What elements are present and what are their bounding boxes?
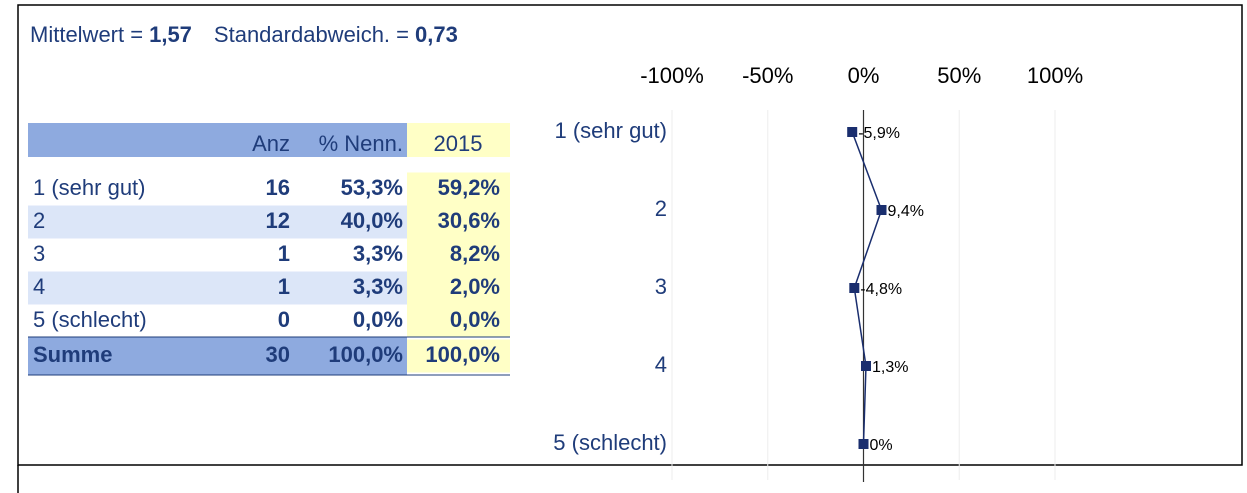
x-tick-label: 0% xyxy=(848,63,880,88)
table-cell: Summe xyxy=(33,342,112,367)
x-tick-label: -50% xyxy=(742,63,793,88)
total-bg xyxy=(28,337,407,375)
cell-2015-bg xyxy=(407,304,510,338)
row-bg xyxy=(28,271,407,305)
table-cell: 1 xyxy=(278,241,290,266)
point xyxy=(860,361,871,371)
point xyxy=(876,205,887,215)
x-tick-label: 100% xyxy=(1027,63,1083,88)
y-tick-label: 2 xyxy=(655,196,667,221)
row-bg xyxy=(28,205,407,239)
sd-value: 0,73 xyxy=(415,22,458,47)
table-cell: 1 (sehr gut) xyxy=(33,175,146,200)
table-cell: 30 xyxy=(266,342,290,367)
table-cell: 40,0% xyxy=(341,208,403,233)
value-label: -4,8% xyxy=(860,281,902,298)
table-cell: 100,0% xyxy=(328,342,403,367)
table-cell: 8,2% xyxy=(450,241,500,266)
column-header: % Nenn. xyxy=(319,131,403,156)
table-cell: 4 xyxy=(33,274,45,299)
table-cell: 3 xyxy=(33,241,45,266)
table-cell: 53,3% xyxy=(341,175,403,200)
table-cell: 59,2% xyxy=(438,175,500,200)
value-label: 9,4% xyxy=(888,203,924,220)
table-cell: 3,3% xyxy=(353,241,403,266)
y-tick-label: 3 xyxy=(655,274,667,299)
x-tick-label: 50% xyxy=(937,63,981,88)
point xyxy=(858,439,869,449)
value-label: 0% xyxy=(870,437,893,454)
y-tick-label: 4 xyxy=(655,352,667,377)
stats-line: Mittelwert = 1,57 Standardabweich. = 0,73 xyxy=(30,22,458,47)
column-header: Anz xyxy=(252,131,290,156)
point xyxy=(849,283,860,293)
cell-2015-bg xyxy=(407,271,510,305)
cell-2015-bg xyxy=(407,238,510,272)
cell-2015-bg xyxy=(407,339,510,373)
mean-value: 1,57 xyxy=(149,22,192,47)
table-cell: 100,0% xyxy=(425,342,500,367)
y-tick-label: 5 (schlecht) xyxy=(553,430,667,455)
table-cell: 0,0% xyxy=(353,307,403,332)
cell-2015-bg xyxy=(407,205,510,239)
column-header: 2015 xyxy=(434,131,483,156)
table-cell: 2,0% xyxy=(450,274,500,299)
col-2015-bg xyxy=(407,123,510,157)
value-label: 1,3% xyxy=(872,359,908,376)
x-tick-label: -100% xyxy=(640,63,704,88)
table-cell: 0 xyxy=(278,307,290,332)
table-cell: 0,0% xyxy=(450,307,500,332)
cell-2015-bg xyxy=(407,172,510,206)
table-cell: 30,6% xyxy=(438,208,500,233)
value-label: -5,9% xyxy=(858,125,900,142)
table-cell: 12 xyxy=(266,208,290,233)
table-cell: 5 (schlecht) xyxy=(33,307,147,332)
frame xyxy=(17,4,1243,466)
table-cell: 16 xyxy=(266,175,290,200)
table-cell: 2 xyxy=(33,208,45,233)
sd-label: Standardabweich. = xyxy=(214,22,409,47)
table-cell: 3,3% xyxy=(353,274,403,299)
mean-label: Mittelwert = xyxy=(30,22,143,47)
table-cell: 1 xyxy=(278,274,290,299)
y-tick-label: 1 (sehr gut) xyxy=(555,118,668,143)
point xyxy=(847,127,858,137)
